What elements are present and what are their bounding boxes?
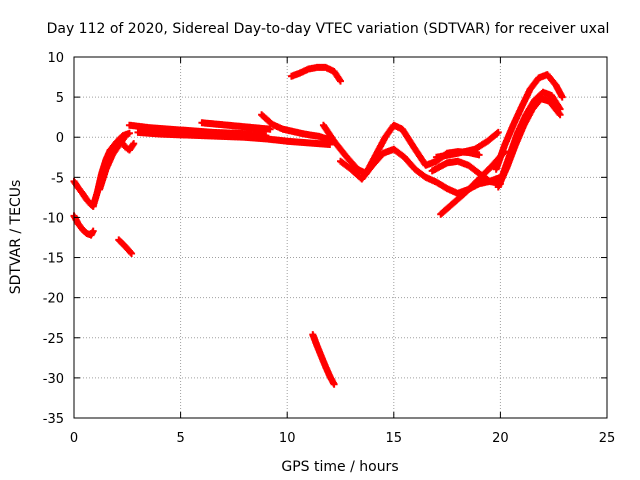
- data-point: [128, 250, 136, 258]
- series-arc-falling-steep: [309, 331, 338, 388]
- data-point: [89, 227, 97, 235]
- series-arc-high-short: [287, 63, 344, 85]
- x-tick-label: 0: [70, 431, 78, 446]
- ticks: 0 5 10 15 20 25 10 5 0 -5 -10 -15 -20 -25 -30 -35: [43, 51, 616, 446]
- series-arc-rise-2: [96, 132, 129, 193]
- x-tick-label: 5: [176, 431, 184, 446]
- y-axis-label: SDTVAR / TECUs: [8, 180, 24, 295]
- plot-frame: [73, 56, 608, 419]
- data-point: [126, 248, 134, 256]
- x-tick-label: 25: [599, 431, 616, 446]
- data-point: [266, 125, 274, 133]
- series-arc-late-1: [492, 71, 566, 173]
- y-tick-label: -35: [43, 412, 64, 427]
- series-layer: [70, 63, 566, 388]
- data-point: [475, 151, 483, 159]
- series-arc-late-3: [494, 95, 564, 191]
- data-point: [125, 129, 133, 137]
- data-point: [558, 93, 566, 101]
- y-tick-label: -25: [43, 332, 64, 347]
- data-point: [494, 128, 502, 136]
- y-tick-label: -5: [51, 171, 64, 186]
- y-tick-label: 10: [47, 51, 64, 66]
- data-point: [121, 132, 129, 140]
- y-tick-label: -15: [43, 252, 64, 267]
- x-tick-label: 15: [386, 431, 403, 446]
- series-arc-evening-5: [432, 128, 502, 161]
- series-arc-plateau-3: [198, 119, 274, 133]
- series-arc-short-lower: [115, 236, 136, 258]
- chart-title: Day 112 of 2020, Sidereal Day-to-day VTE…: [47, 21, 610, 37]
- x-tick-label: 20: [492, 431, 509, 446]
- series-arc-dip: [117, 137, 138, 154]
- y-tick-label: -30: [43, 372, 64, 387]
- series-arc-rise: [89, 129, 133, 210]
- data-point: [556, 111, 564, 119]
- x-axis-label: GPS time / hours: [281, 459, 398, 475]
- y-tick-label: 5: [56, 91, 64, 106]
- data-point: [337, 77, 344, 85]
- y-tick-label: -20: [43, 292, 64, 307]
- data-point: [130, 140, 138, 148]
- y-tick-label: 0: [56, 131, 64, 146]
- series-arc-plateau-2: [134, 128, 334, 148]
- x-tick-label: 10: [279, 431, 296, 446]
- series-arc-evening-1: [319, 121, 483, 177]
- y-tick-label: -10: [43, 211, 64, 226]
- data-point: [330, 380, 338, 388]
